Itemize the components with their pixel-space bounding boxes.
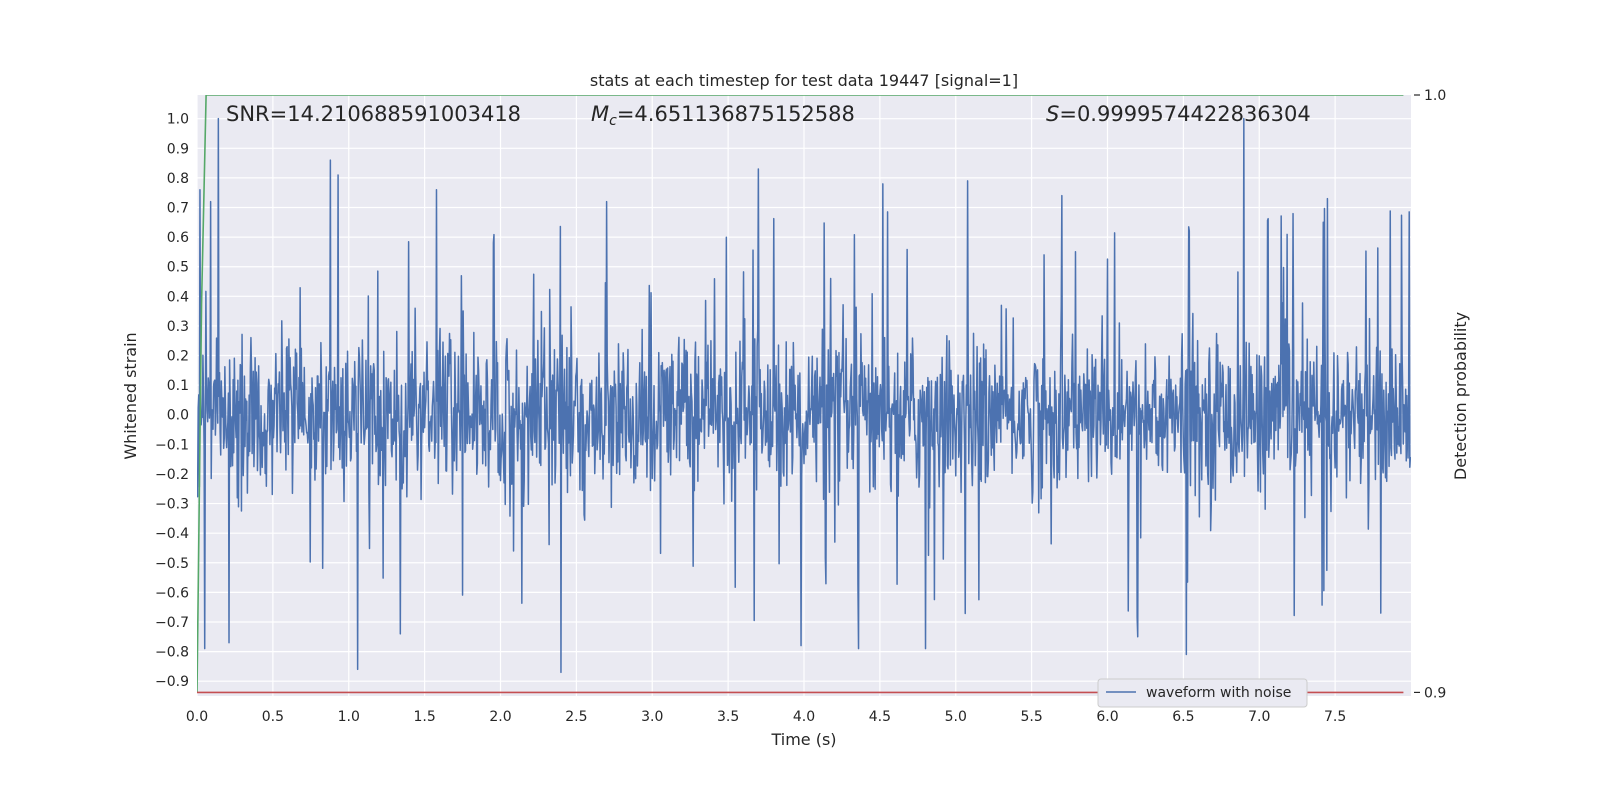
y-ticks: 1.0 0.9 0.8 0.7 0.6 0.5 0.4 0.3 0.2 0.1 0.0 −0.1 −0.… (155, 112, 189, 691)
y-tick-label: 0.4 (167, 289, 189, 305)
detection-probability-line (197, 95, 1404, 693)
y-tick-label: 0.9 (167, 141, 189, 157)
x-tick-label: 3.5 (717, 709, 739, 725)
x-tick-label: 2.0 (489, 709, 511, 725)
x-tick-label: 0.0 (186, 709, 208, 725)
y-tick-label: 0.5 (167, 260, 189, 276)
x-tick-label: 4.5 (869, 709, 891, 725)
mc-annotation: Mc=4.651136875152588 (591, 102, 855, 129)
y-tick-label: 0.8 (167, 171, 189, 187)
legend: waveform with noise (1097, 678, 1308, 708)
s-symbol: S (1046, 102, 1059, 126)
legend-entry: waveform with noise (1146, 685, 1291, 701)
x-tick-label: 4.0 (793, 709, 815, 725)
x-tick-label: 6.0 (1096, 709, 1118, 725)
s-annotation: S=0.9999574422836304 (1046, 102, 1311, 126)
x-tick-label: 1.5 (413, 709, 435, 725)
y-tick-label: 0.6 (167, 230, 189, 246)
y-tick-label: −0.6 (155, 585, 189, 601)
waveform-series-line (197, 117, 1411, 674)
y-tick-label: −0.7 (155, 615, 189, 631)
x-tick-label: 6.5 (1172, 709, 1194, 725)
y-tick-label: 1.0 (167, 112, 189, 128)
y-tick-label: −0.8 (155, 645, 189, 661)
x-tick-label: 3.0 (641, 709, 663, 725)
mc-value: =4.651136875152588 (617, 102, 855, 126)
y-axis-label: Whitened strain (121, 332, 140, 459)
y2-axis-label: Detection probability (1451, 312, 1470, 480)
mc-subscript: c (609, 113, 617, 129)
y2-tick-label: 1.0 (1424, 88, 1446, 104)
y-tick-label: −0.2 (155, 467, 189, 483)
y-tick-label: 0.3 (167, 319, 189, 335)
y-tick-label: −0.9 (155, 674, 189, 690)
legend-box (1097, 678, 1308, 708)
x-tick-label: 7.0 (1248, 709, 1270, 725)
chart-title: stats at each timestep for test data 194… (590, 71, 1018, 90)
y-tick-label: −0.5 (155, 556, 189, 572)
x-tick-label: 0.5 (262, 709, 284, 725)
y-tick-label: 0.1 (167, 378, 189, 394)
x-ticks: 0.0 0.5 1.0 1.5 2.0 2.5 3.0 3.5 4.0 4.5 5.0 5.5 6.0 6… (186, 709, 1346, 725)
x-tick-label: 2.5 (565, 709, 587, 725)
y-tick-label: 0.0 (167, 408, 189, 424)
x-tick-label: 7.5 (1324, 709, 1346, 725)
y2-tick-label: 0.9 (1424, 685, 1446, 701)
y-tick-label: −0.4 (155, 526, 189, 542)
mc-symbol: M (591, 102, 609, 126)
y2-ticks: 1.0 0.9 (1414, 88, 1446, 701)
s-value: =0.9999574422836304 (1059, 102, 1310, 126)
y-tick-label: 0.2 (167, 349, 189, 365)
y-tick-label: −0.3 (155, 497, 189, 513)
y-tick-label: 0.7 (167, 201, 189, 217)
x-axis-label: Time (s) (770, 730, 836, 749)
x-tick-label: 1.0 (338, 709, 360, 725)
x-tick-label: 5.5 (1020, 709, 1042, 725)
y-tick-label: −0.1 (155, 437, 189, 453)
snr-annotation: SNR=14.210688591003418 (226, 102, 521, 126)
x-tick-label: 5.0 (945, 709, 967, 725)
